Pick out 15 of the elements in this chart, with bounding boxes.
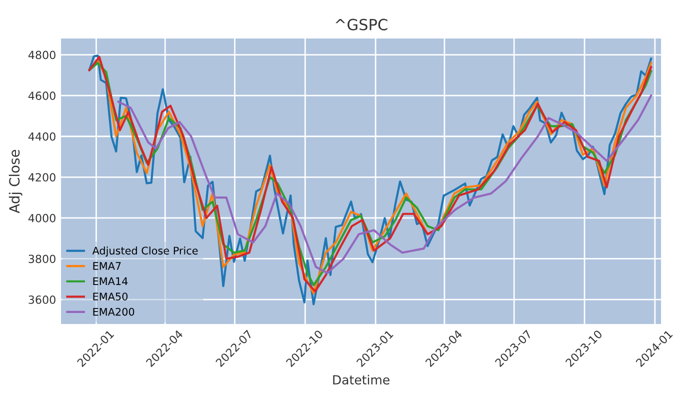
y-tick-label: 4000 [28, 214, 56, 222]
legend-label: Adjusted Close Price [92, 246, 198, 257]
legend-label: EMA200 [93, 308, 134, 316]
y-tick-label: 3600 [28, 296, 56, 304]
legend-label: EMA50 [93, 292, 128, 300]
chart-title: ^GSPC [336, 18, 388, 30]
y-tick-label: 3800 [28, 254, 56, 264]
legend-label: EMA7 [93, 262, 121, 270]
y-tick-label: 4600 [28, 92, 56, 100]
legend-label: EMA14 [93, 277, 128, 286]
y-axis-title: Adj Close [8, 150, 22, 214]
y-tick-label: 4400 [28, 132, 56, 141]
y-tick-label: 4800 [28, 50, 56, 60]
x-axis-title: Datetime [333, 374, 390, 385]
y-tick-label: 4200 [28, 173, 56, 182]
